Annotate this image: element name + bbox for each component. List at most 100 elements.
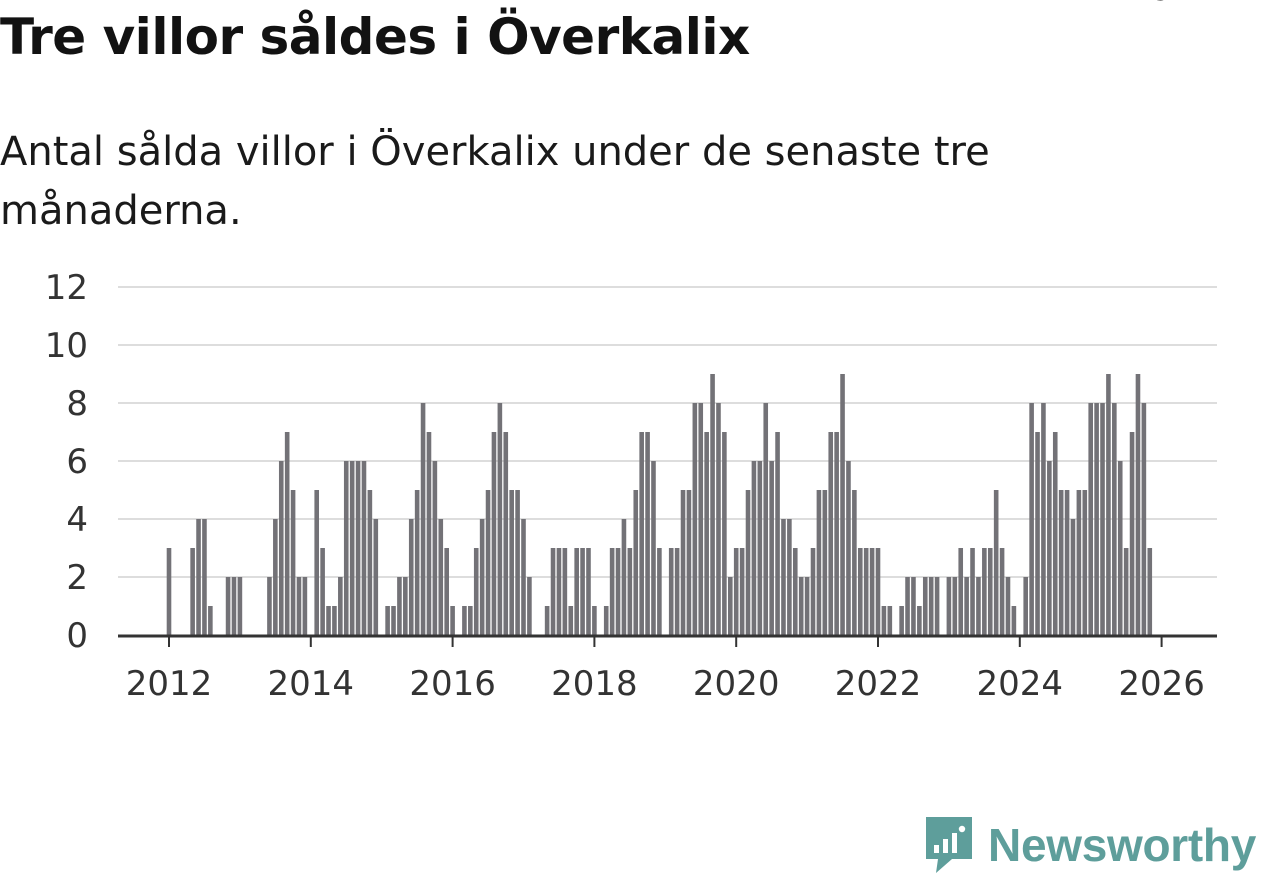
bar <box>769 461 774 635</box>
bar <box>633 490 639 635</box>
bar <box>976 577 981 635</box>
bar <box>609 548 615 635</box>
bar <box>527 577 532 635</box>
bar <box>922 577 928 635</box>
bar <box>509 490 514 635</box>
bar <box>568 606 574 635</box>
bar <box>367 490 373 635</box>
bar <box>869 548 875 635</box>
bar <box>863 548 869 635</box>
bar <box>515 490 520 635</box>
bar <box>958 548 964 635</box>
bar <box>290 490 296 635</box>
bar <box>970 548 975 635</box>
bar <box>603 606 609 635</box>
bar <box>473 548 479 635</box>
bar <box>822 490 828 635</box>
bar <box>1058 490 1064 635</box>
bar <box>733 548 739 635</box>
bar <box>1011 606 1017 635</box>
bar <box>355 461 361 635</box>
bar <box>544 606 550 635</box>
y-tick-label-0: 0 <box>66 616 88 656</box>
bar <box>190 548 195 635</box>
bar <box>1094 403 1099 635</box>
bar <box>716 403 721 635</box>
y-tick-label-10: 10 <box>45 326 88 366</box>
bar <box>1064 490 1070 635</box>
bar <box>1123 548 1129 635</box>
bar <box>1076 490 1082 635</box>
bar <box>686 490 692 635</box>
bar <box>1088 403 1093 635</box>
chart-title: Tre villor såldes i Överkalix <box>0 8 750 66</box>
bar <box>887 606 893 635</box>
bar <box>934 577 940 635</box>
bar <box>639 432 644 635</box>
bar <box>1052 432 1058 635</box>
bar <box>497 403 503 635</box>
bar <box>462 606 467 635</box>
x-tick-label-2016: 2016 <box>409 664 496 704</box>
bar <box>373 519 379 635</box>
bar <box>196 519 201 635</box>
bar <box>237 577 243 635</box>
bar <box>792 548 798 635</box>
bar <box>231 577 237 635</box>
bar <box>727 577 733 635</box>
bar <box>503 432 509 635</box>
bar <box>917 606 922 635</box>
bar <box>338 577 343 635</box>
bar <box>343 461 349 635</box>
bar <box>586 548 591 635</box>
x-axis <box>118 634 1217 647</box>
y-tick-label-2: 2 <box>66 558 88 598</box>
bar <box>438 519 444 635</box>
bar <box>1023 577 1029 635</box>
annotations: 3 <box>1146 0 1177 15</box>
bar <box>1100 403 1105 635</box>
x-tick-label-2024: 2024 <box>977 664 1064 704</box>
bar <box>314 490 320 635</box>
bar <box>964 577 969 635</box>
bar <box>1135 374 1141 635</box>
bar <box>1117 461 1123 635</box>
bar <box>668 548 674 635</box>
bar <box>479 519 485 635</box>
bar <box>982 548 987 635</box>
bar <box>1047 461 1052 635</box>
bar <box>267 577 272 635</box>
data-label-halo <box>1146 0 1177 15</box>
bar-series <box>166 374 1153 635</box>
bar <box>521 519 526 635</box>
bar <box>911 577 916 635</box>
bar <box>166 548 172 635</box>
bar <box>1029 403 1034 635</box>
bar <box>1035 432 1040 635</box>
bar <box>414 490 420 635</box>
bar <box>556 548 562 635</box>
bar <box>787 519 792 635</box>
bar <box>905 577 910 635</box>
bar <box>751 461 757 635</box>
bar <box>349 461 355 635</box>
bar <box>881 606 887 635</box>
x-tick-label-2018: 2018 <box>551 664 638 704</box>
bar <box>296 577 302 635</box>
bar <box>816 490 822 635</box>
bar <box>999 548 1005 635</box>
bar <box>574 548 579 635</box>
bar <box>651 461 656 635</box>
bar <box>326 606 331 635</box>
brand-logo[interactable]: Newsworthy <box>924 815 1256 875</box>
bar <box>278 461 284 635</box>
x-tick-label-2026: 2026 <box>1118 664 1205 704</box>
bar <box>852 490 857 635</box>
bar <box>834 432 839 635</box>
bar <box>804 577 810 635</box>
bar <box>432 461 438 635</box>
bar <box>208 606 213 635</box>
bar <box>781 519 786 635</box>
bar <box>391 606 396 635</box>
bar <box>710 374 715 635</box>
